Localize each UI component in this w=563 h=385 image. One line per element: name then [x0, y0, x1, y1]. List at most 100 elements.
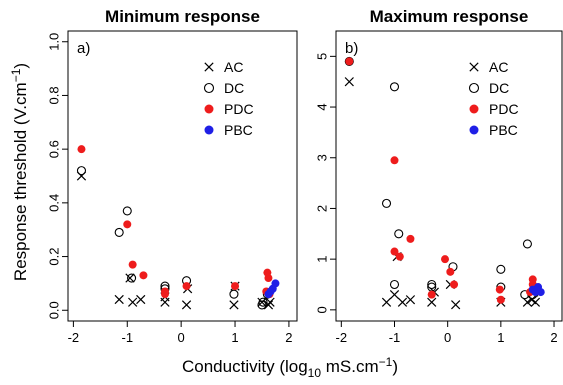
point-pdc [496, 295, 505, 304]
point-pbc [271, 279, 280, 288]
legend-item-pbc: PBC [469, 122, 518, 138]
point-pdc [495, 285, 504, 294]
x-tick-label: -1 [389, 330, 401, 345]
point-pdc [427, 290, 436, 299]
legend-item-dc: DC [203, 80, 244, 96]
series-ac [76, 171, 275, 310]
point-ac [397, 297, 408, 307]
point-ac [381, 297, 392, 307]
point-ac [229, 300, 239, 310]
y-tick-label: 0.0 [47, 301, 62, 319]
point-pdc [123, 220, 132, 229]
legend-item-pdc: PDC [204, 101, 254, 117]
x-tick-label: -1 [121, 330, 133, 345]
point-dc [522, 239, 532, 249]
point-dc [427, 279, 437, 290]
x-axis-label: Conductivity (log10 mS.cm−1) [182, 355, 398, 380]
legend-item-ac: AC [204, 59, 243, 75]
x-tick-label: 0 [444, 330, 451, 345]
point-ac [405, 295, 416, 305]
point-ac [344, 77, 354, 87]
chart-title: Minimum response [105, 7, 260, 26]
series-pdc [77, 145, 274, 299]
panel-minimum-response: Minimum response a) -2 -1 0 1 2 0.0 0.2 0.4 0.6 0.8… [47, 7, 298, 345]
point-pdc [441, 255, 450, 264]
x-tick-label: 2 [285, 330, 292, 345]
point-pdc [406, 234, 415, 243]
point-pdc [160, 287, 169, 296]
panel-maximum-response: Maximum response b) -2 -1 0 1 2 0 1 2 3 4 5 AC DC PDC PB… [315, 7, 563, 345]
legend-label: PDC [489, 101, 519, 117]
point-ac [125, 273, 135, 283]
point-pdc [446, 267, 455, 276]
point-ac [204, 62, 214, 72]
series-pbc [528, 283, 545, 297]
y-tick-label: 4 [315, 103, 330, 110]
point-pbc [536, 288, 545, 297]
point-pdc [139, 271, 148, 280]
point-pdc [390, 247, 399, 256]
point-dc [389, 279, 400, 290]
x-tick-label: 1 [231, 330, 238, 345]
series-dc [76, 166, 272, 310]
legend-label: DC [224, 80, 244, 96]
point-pdc [450, 280, 459, 289]
y-tick-label: 1 [315, 256, 330, 263]
point-dc [122, 206, 132, 216]
point-dc [394, 229, 404, 239]
x-tick-label: -2 [68, 330, 80, 345]
point-dc [114, 227, 124, 237]
point-dc [203, 82, 215, 94]
y-tick-label: 5 [315, 53, 330, 60]
point-dc [381, 198, 392, 208]
point-pbc [469, 125, 479, 135]
point-pdc [182, 282, 191, 291]
point-dc [127, 273, 137, 283]
chart-title: Maximum response [370, 7, 529, 26]
point-ac [427, 297, 437, 307]
point-ac [181, 300, 192, 310]
point-pdc [128, 260, 137, 269]
point-ac [451, 300, 461, 310]
point-pdc [345, 57, 354, 66]
plot-frame [335, 30, 563, 322]
legend-label: PBC [224, 122, 253, 138]
point-pdc [390, 156, 399, 165]
legend-item-dc: DC [468, 80, 509, 96]
series-pbc [264, 279, 280, 299]
y-tick-label: 1.0 [47, 33, 62, 51]
legend-item-ac: AC [469, 59, 508, 75]
point-ac [530, 297, 541, 307]
x-tick-label: 2 [550, 330, 557, 345]
point-ac [128, 297, 138, 307]
point-dc [258, 297, 268, 307]
y-tick-label: 0.2 [47, 248, 62, 266]
legend-label: PDC [224, 101, 254, 117]
panel-label: a) [77, 40, 90, 57]
y-tick-label: 2 [315, 205, 330, 212]
point-ac [389, 290, 400, 300]
y-tick-label: 0.4 [47, 194, 62, 212]
legend-label: PBC [489, 122, 518, 138]
point-dc [389, 82, 400, 92]
point-dc [229, 289, 239, 299]
legend-label: AC [224, 59, 243, 75]
point-pdc [77, 145, 86, 154]
y-tick-label: 0.6 [47, 140, 62, 158]
x-tick-label: 0 [178, 330, 185, 345]
legend: AC DC PDC PBC [468, 59, 519, 138]
legend: AC DC PDC PBC [203, 59, 254, 138]
point-pbc [204, 125, 214, 135]
y-tick-label: 0 [315, 306, 330, 313]
point-ac [263, 300, 274, 310]
y-tick-label: 0.8 [47, 86, 62, 104]
legend-item-pdc: PDC [469, 101, 519, 117]
legend-item-pbc: PBC [204, 122, 253, 138]
point-pdc [264, 274, 273, 283]
point-pdc [204, 104, 214, 114]
legend-label: DC [489, 80, 509, 96]
point-pdc [231, 282, 240, 291]
point-dc [468, 82, 480, 94]
point-pdc [469, 104, 479, 114]
